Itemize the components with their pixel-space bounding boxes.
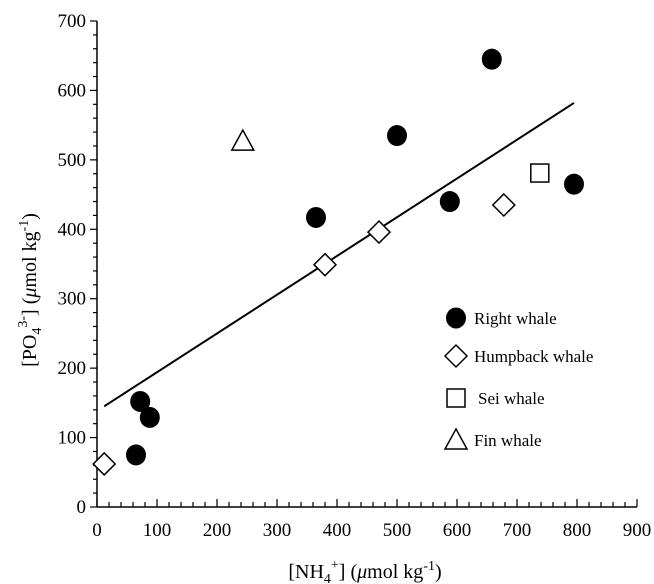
y-tick-label: 200: [58, 358, 87, 379]
y-axis-label: [PO43-] (μmol kg-1): [16, 213, 45, 367]
y-tick-label: 400: [58, 219, 87, 240]
humpback-whale-point: [491, 192, 516, 218]
legend-label-sei-whale: Sei whale: [478, 389, 545, 408]
x-tick-label: 800: [563, 520, 592, 541]
x-tick-label: 300: [263, 520, 292, 541]
right-whale-point: [306, 206, 326, 228]
y-tick-label: 500: [58, 150, 87, 171]
x-tick-label: 200: [203, 520, 232, 541]
legend-marker-fin-whale: [443, 427, 469, 450]
x-tick-label: 400: [323, 520, 352, 541]
x-tick-label: 700: [503, 520, 532, 541]
y-tick-label: 100: [58, 428, 87, 449]
humpback-whale-point: [92, 451, 117, 477]
right-whale-point: [130, 390, 151, 412]
y-tick-label: 700: [58, 11, 87, 32]
legend-label-fin-whale: Fin whale: [474, 431, 542, 450]
legend-marker-sei-whale: [446, 388, 466, 408]
legend: Right whale Humpback whale Sei whale Fin wh…: [443, 307, 593, 450]
trendline: [103, 102, 575, 408]
fin-whale-point: [230, 128, 256, 151]
y-tick-label: 0: [77, 497, 87, 518]
y-tick-label: 600: [58, 80, 87, 101]
right-whale-point: [387, 125, 407, 147]
legend-marker-right-whale: [446, 307, 466, 329]
humpback-whale-point: [312, 252, 338, 277]
x-tick-label: 600: [443, 520, 472, 541]
right-whale-point: [439, 191, 460, 213]
trendline-group: [103, 102, 575, 408]
axes: [96, 21, 637, 508]
y-tick-label: 300: [58, 289, 87, 310]
right-whale-point: [139, 406, 160, 428]
x-tick-label: 900: [623, 520, 652, 541]
x-axis-label: [NH4+] (μmol kg-1): [288, 558, 441, 584]
sei-whale-point: [530, 163, 550, 183]
right-whale-point: [481, 48, 502, 70]
x-tick-label: 500: [383, 520, 412, 541]
legend-label-right-whale: Right whale: [474, 309, 557, 328]
right-whale-point: [126, 444, 146, 466]
legend-marker-humpback-whale: [443, 343, 469, 369]
right-whale-point: [564, 173, 584, 195]
x-tick-label: 0: [92, 520, 102, 541]
data-points: [92, 48, 584, 477]
x-tick-label: 100: [143, 520, 172, 541]
ticks: 0 100 200 300 400 500 600 700 0 100 200 300 400 500 60…: [58, 11, 652, 541]
legend-label-humpback-whale: Humpback whale: [474, 347, 593, 366]
humpback-whale-point: [366, 220, 392, 245]
